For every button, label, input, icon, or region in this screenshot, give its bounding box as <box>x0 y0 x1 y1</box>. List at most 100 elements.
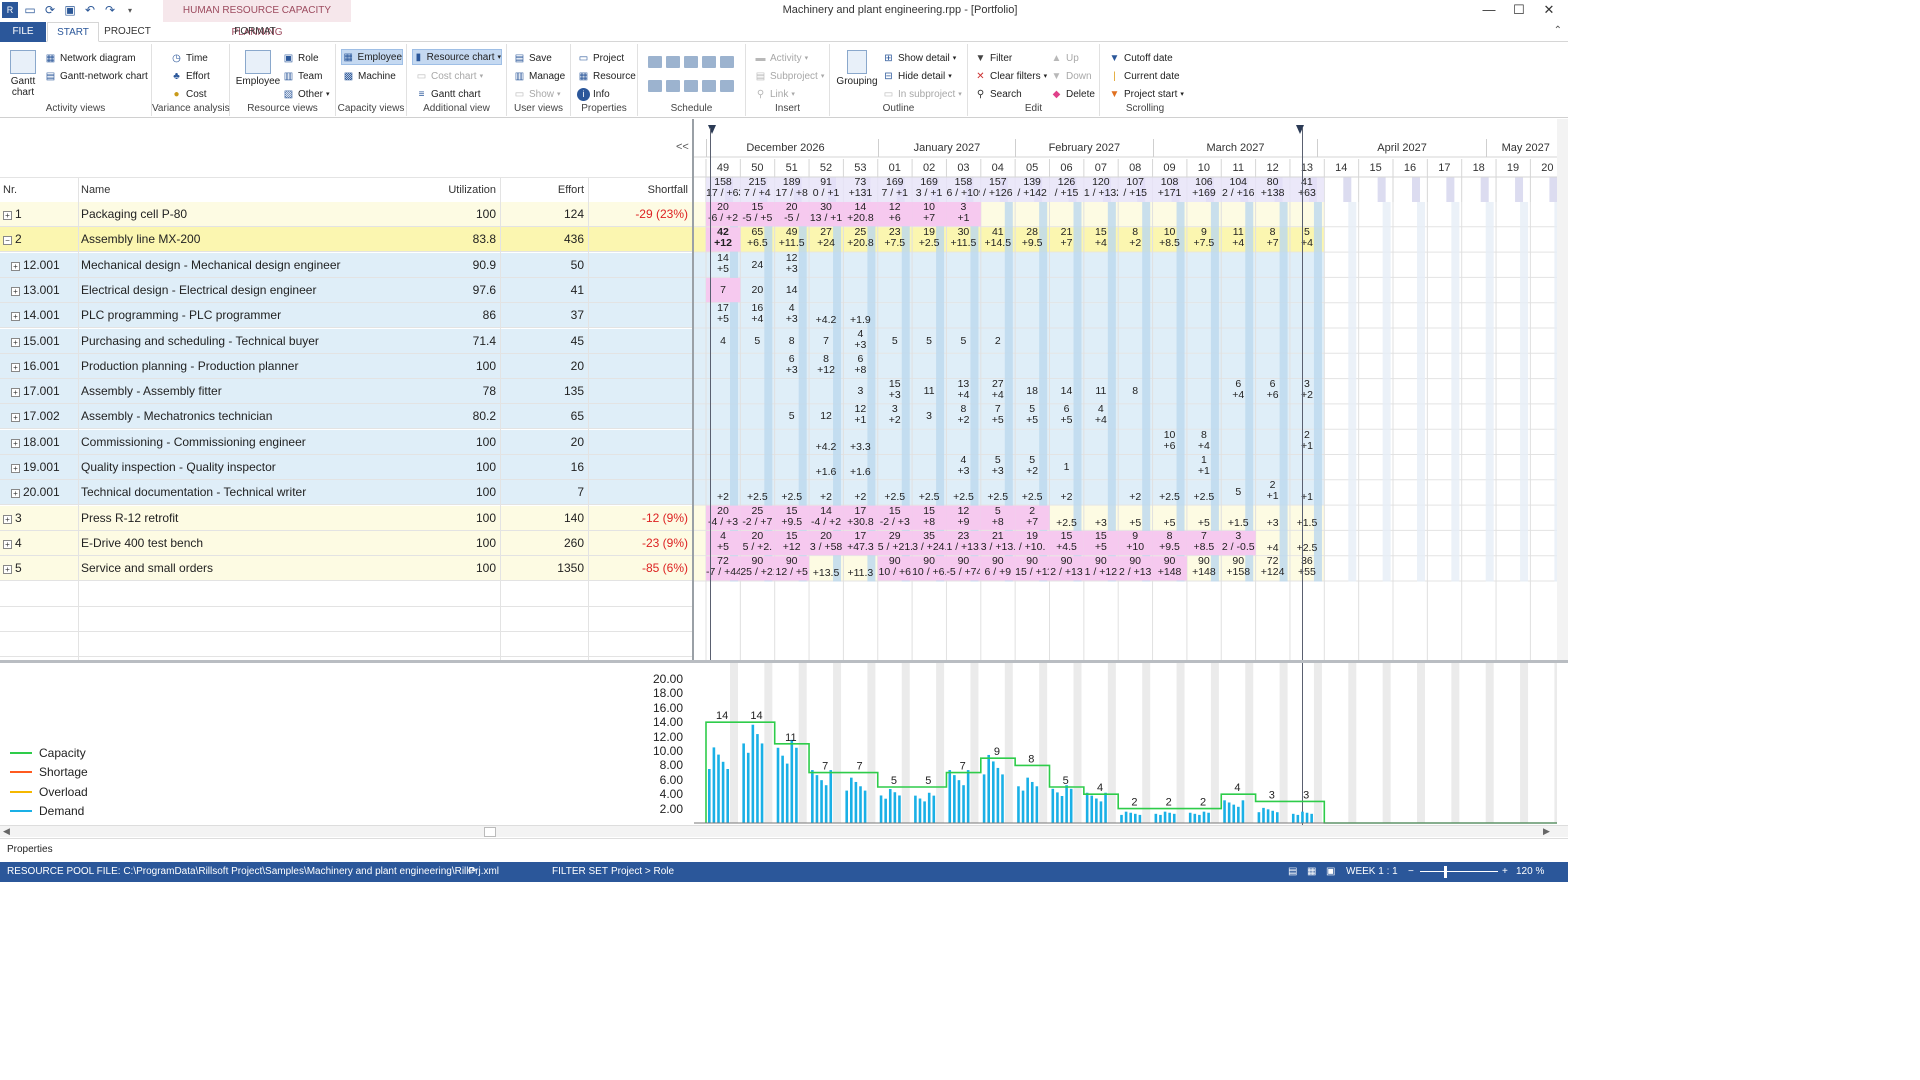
grid-cell[interactable]: +2 <box>1050 480 1084 505</box>
tab-file[interactable]: FILE <box>0 22 46 42</box>
capacity-machine-button[interactable]: ▩ Machine <box>343 70 396 82</box>
schedule-update-icon[interactable] <box>720 80 734 92</box>
grid-cell[interactable]: 18 <box>1015 379 1049 404</box>
insert-link-dropdown[interactable]: ⚲ Link ▾ <box>754 86 795 102</box>
zoom-slider-thumb[interactable] <box>1444 866 1447 878</box>
gantt-chart-button[interactable]: Gantt chart <box>6 50 40 98</box>
table-row[interactable]: +1 Packaging cell P-80 100 124 -29 (23%) <box>0 202 692 227</box>
vertical-scrollbar[interactable] <box>1557 119 1568 660</box>
grid-cell[interactable]: +2.5 <box>1187 480 1221 505</box>
grid-cell[interactable]: 13 +4 <box>946 379 980 404</box>
grid-cell[interactable]: +4.2 <box>809 303 843 328</box>
grid-cell[interactable]: +3.3 <box>843 430 877 455</box>
col-header-nr[interactable]: Nr. <box>3 184 18 196</box>
grid-cell[interactable]: 15 +4 <box>1084 227 1118 252</box>
project-properties-button[interactable]: ▭ Project <box>578 52 625 64</box>
grid-cell[interactable]: 15 -2 / +3 <box>878 506 912 531</box>
schedule-link-icon[interactable] <box>666 80 680 92</box>
grid-cell[interactable]: 90 +148 <box>1153 556 1187 581</box>
grid-cell[interactable]: +2.5 <box>1153 480 1187 505</box>
grid-cell[interactable]: 17 +47.3 <box>843 531 877 556</box>
grid-cell[interactable]: 6 +5 <box>1050 404 1084 429</box>
grid-cell[interactable]: 72 -7 / +44 <box>706 556 740 581</box>
grid-cell[interactable]: 30 13 / +1 <box>809 202 843 227</box>
tab-project[interactable]: PROJECT <box>104 26 151 37</box>
grid-cell[interactable]: 14 +5 <box>706 253 740 278</box>
grid-cell[interactable]: 15 +8 <box>912 506 946 531</box>
grid-cell[interactable]: 14 <box>775 278 809 303</box>
move-down-button[interactable]: ▼ Down <box>1051 70 1092 82</box>
grid-cell[interactable]: 36 +55 <box>1290 556 1324 581</box>
collapse-ribbon-icon[interactable]: ⌃ <box>1553 25 1562 36</box>
col-header-utilization[interactable]: Utilization <box>448 184 496 196</box>
expand-icon[interactable]: + <box>11 464 20 473</box>
open-icon[interactable]: ▭ <box>24 3 36 17</box>
expand-icon[interactable]: + <box>3 211 12 220</box>
grid-cell[interactable]: 30 +11.5 <box>946 227 980 252</box>
gantt-network-button[interactable]: ▤ Gantt-network chart <box>45 70 148 82</box>
col-header-effort[interactable]: Effort <box>557 184 584 196</box>
zoom-slider-track[interactable] <box>1420 871 1498 872</box>
grid-cell[interactable]: 25 -2 / +7 <box>740 506 774 531</box>
properties-panel-tab[interactable]: Properties <box>0 838 1568 862</box>
grid-cell[interactable]: 5 <box>878 329 912 354</box>
view-chart-icon[interactable]: ▣ <box>1326 866 1336 877</box>
cost-button[interactable]: ● Cost <box>170 86 206 102</box>
grid-cell[interactable]: 5 <box>946 329 980 354</box>
grid-cell[interactable]: 7 <box>809 329 843 354</box>
grid-cell[interactable]: 90 2 / +13 <box>1118 556 1152 581</box>
grid-cell[interactable]: 20 -6 / +2 <box>706 202 740 227</box>
grid-cell[interactable]: 42 +12 <box>706 227 740 252</box>
expand-icon[interactable]: + <box>11 261 20 271</box>
grid-cell[interactable]: 29 5 / +21. <box>878 531 912 556</box>
expand-icon[interactable]: + <box>11 337 20 347</box>
grid-cell[interactable]: 19 +2.5 <box>912 227 946 252</box>
close-button[interactable]: ✕ <box>1543 2 1555 17</box>
grid-cell[interactable]: +2.5 <box>912 480 946 505</box>
grid-cell[interactable]: 11 +4 <box>1221 227 1255 252</box>
progress-0-icon[interactable] <box>648 56 662 68</box>
grid-cell[interactable]: 72 +124 <box>1256 556 1290 581</box>
grid-cell[interactable]: +2.5 <box>1050 506 1084 531</box>
grid-cell[interactable]: 12 +9 <box>946 506 980 531</box>
grid-cell[interactable]: 17 +5 <box>706 303 740 328</box>
grid-cell[interactable]: +5 <box>1153 506 1187 531</box>
redo-icon[interactable]: ↷ <box>104 3 116 17</box>
grid-cell[interactable]: 27 +4 <box>981 379 1015 404</box>
grid-cell[interactable]: 41 +14.5 <box>981 227 1015 252</box>
effort-button[interactable]: ♣ Effort <box>170 68 210 84</box>
grid-cell[interactable]: 11 <box>1084 379 1118 404</box>
grid-cell[interactable]: 3 +2 <box>1290 379 1324 404</box>
grid-cell[interactable]: +1 <box>1290 480 1324 505</box>
time-button[interactable]: ◷ Time <box>170 50 208 66</box>
grid-cell[interactable]: 90 -5 / +74 <box>946 556 980 581</box>
expand-icon[interactable]: + <box>11 413 20 423</box>
grid-cell[interactable]: 2 +1 <box>1290 430 1324 455</box>
grid-cell[interactable]: 12 +1 <box>843 404 877 429</box>
grid-cell[interactable]: 6 +6 <box>1256 379 1290 404</box>
grid-cell[interactable]: 8 <box>775 329 809 354</box>
grid-cell[interactable]: +1.9 <box>843 303 877 328</box>
grid-cell[interactable]: +13.5 <box>809 556 843 581</box>
grid-cell[interactable]: 12 +6 <box>878 202 912 227</box>
expand-icon[interactable]: + <box>11 438 20 448</box>
table-row[interactable]: −2 Assembly line MX-200 83.8 436 <box>0 227 692 253</box>
additional-gantt-button[interactable]: ≡ Gantt chart <box>415 86 481 102</box>
grid-cell[interactable]: +2.5 <box>1290 531 1324 556</box>
grid-cell[interactable]: 15 -5 / +5 <box>740 202 774 227</box>
grid-cell[interactable]: +1.5 <box>1221 506 1255 531</box>
grid-cell[interactable]: 2 <box>981 329 1015 354</box>
resource-properties-button[interactable]: ▦ Resource <box>578 70 636 82</box>
grid-cell[interactable]: 8 +4 <box>1187 430 1221 455</box>
progress-100-icon[interactable] <box>720 56 734 68</box>
project-end-marker[interactable] <box>1296 125 1304 134</box>
progress-25-icon[interactable] <box>666 56 680 68</box>
grid-cell[interactable]: 3 +1 <box>946 202 980 227</box>
grid-cell[interactable]: 28 +9.5 <box>1015 227 1049 252</box>
tab-start[interactable]: START <box>47 22 99 42</box>
grid-cell[interactable]: +2.5 <box>740 480 774 505</box>
grid-cell[interactable]: 23 1 / +13. <box>946 531 980 556</box>
grid-cell[interactable]: 9 +7.5 <box>1187 227 1221 252</box>
grid-cell[interactable]: 21 +7 <box>1050 227 1084 252</box>
grid-cell[interactable]: +2 <box>706 480 740 505</box>
